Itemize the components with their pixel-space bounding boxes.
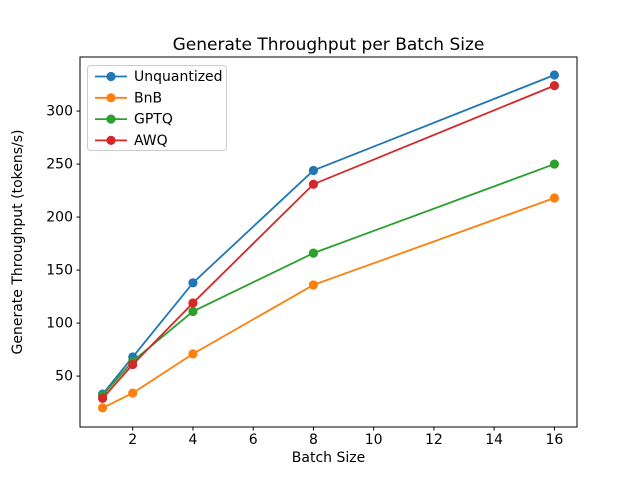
y-tick-label: 300 xyxy=(46,104,73,120)
data-point-bnb-x1 xyxy=(97,403,108,413)
data-point-bnb-x16 xyxy=(549,193,560,203)
data-point-awq-x8 xyxy=(308,179,319,189)
data-point-unquantized-x4 xyxy=(188,278,198,288)
legend: Unquantized BnB GPTQ AWQ xyxy=(87,65,227,151)
data-point-awq-x4 xyxy=(188,298,198,308)
legend-marker-gptq xyxy=(106,114,116,124)
x-tick-label: 4 xyxy=(188,432,197,448)
plot-frame xyxy=(79,56,578,428)
x-tick-label: 10 xyxy=(365,432,383,448)
data-point-awq-x16 xyxy=(549,81,560,91)
y-tick-label: 50 xyxy=(55,369,73,385)
y-tick-label: 250 xyxy=(46,157,73,173)
x-tick-label: 14 xyxy=(485,432,503,448)
x-tick-label: 8 xyxy=(309,432,318,448)
legend-marker-bnb xyxy=(106,93,116,103)
data-point-awq-x1 xyxy=(97,393,108,403)
legend-label-awq: AWQ xyxy=(134,133,168,149)
data-point-bnb-x2 xyxy=(128,388,138,398)
data-point-unquantized-x16 xyxy=(549,70,560,80)
y-tick-label: 150 xyxy=(46,263,73,279)
data-point-gptq-x8 xyxy=(308,248,319,258)
x-tick-label: 2 xyxy=(128,432,137,448)
data-point-unquantized-x8 xyxy=(308,165,319,176)
data-point-gptq-x16 xyxy=(549,159,560,169)
chart-title: Generate Throughput per Batch Size xyxy=(173,35,485,55)
x-tick-label: 16 xyxy=(545,432,563,448)
data-point-bnb-x4 xyxy=(188,349,198,359)
legend-marker-unquantized xyxy=(106,71,116,82)
y-tick-label: 100 xyxy=(46,316,73,332)
legend-label-unquantized: Unquantized xyxy=(134,69,223,85)
x-axis-label: Batch Size xyxy=(292,450,365,466)
data-point-gptq-x4 xyxy=(188,306,198,317)
legend-label-bnb: BnB xyxy=(134,90,162,106)
y-axis-label: Generate Throughput (tokens/s) xyxy=(10,130,26,355)
data-point-bnb-x8 xyxy=(308,280,319,290)
legend-label-gptq: GPTQ xyxy=(134,112,173,128)
x-tick-label: 12 xyxy=(425,432,443,448)
data-point-awq-x2 xyxy=(128,359,138,370)
legend-marker-awq xyxy=(106,135,116,145)
legend-frame xyxy=(87,65,227,151)
x-tick-label: 6 xyxy=(249,432,258,448)
y-tick-label: 200 xyxy=(46,210,73,226)
